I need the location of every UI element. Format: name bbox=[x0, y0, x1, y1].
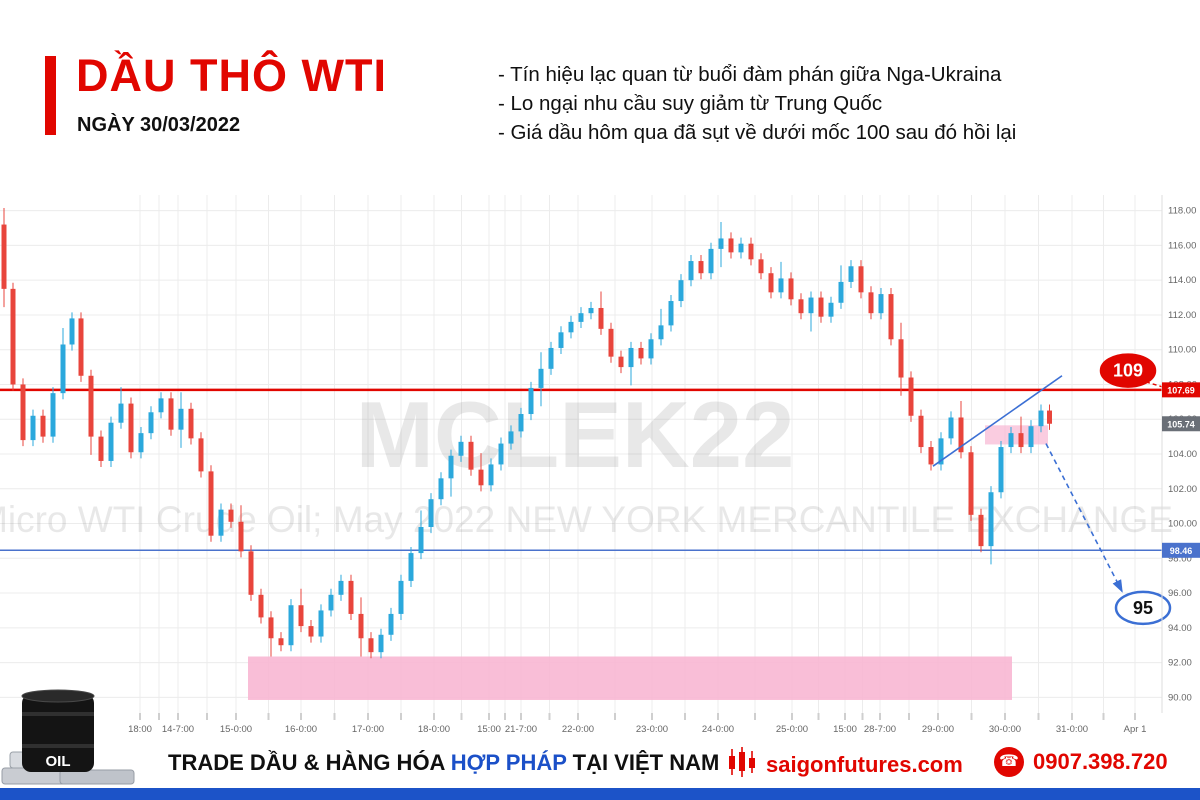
bottom-accent-strip bbox=[0, 788, 1200, 800]
demand-zone bbox=[248, 656, 1012, 700]
svg-text:Apr 1: Apr 1 bbox=[1124, 724, 1147, 735]
svg-text:104.00: 104.00 bbox=[1168, 449, 1197, 460]
phone-icon: ☎ bbox=[994, 747, 1024, 777]
svg-text:112.00: 112.00 bbox=[1168, 310, 1196, 321]
brand: saigonfutures.com bbox=[726, 747, 963, 782]
svg-text:15:00: 15:00 bbox=[477, 724, 501, 735]
website-link: saigonfutures.com bbox=[766, 751, 963, 777]
tagline-highlight: HỢP PHÁP bbox=[450, 750, 567, 775]
header: DẦU THÔ WTI NGÀY 30/03/2022 - Tín hiệu l… bbox=[0, 0, 1200, 195]
callout-109: 109 bbox=[1099, 353, 1157, 388]
watermark: MCLEK22 Micro WTI Crude Oil; May 2022 NEW… bbox=[0, 382, 1173, 540]
report-date: NGÀY 30/03/2022 bbox=[77, 114, 241, 136]
svg-text:90.00: 90.00 bbox=[1168, 692, 1192, 703]
svg-text:116.00: 116.00 bbox=[1168, 240, 1196, 251]
bullet-1: - Tín hiệu lạc quan từ buổi đàm phán giữ… bbox=[498, 63, 1002, 86]
annotations: 109 95 bbox=[932, 353, 1173, 626]
bullet-3: - Giá dầu hôm qua đã sụt về dưới mốc 100… bbox=[498, 121, 1017, 144]
candlestick-logo-icon bbox=[726, 747, 758, 782]
tagline-pre: TRADE DẦU & HÀNG HÓA bbox=[168, 750, 451, 775]
title-accent-bar bbox=[45, 56, 56, 135]
svg-text:30-0:00: 30-0:00 bbox=[989, 724, 1021, 735]
svg-text:15-0:00: 15-0:00 bbox=[220, 724, 252, 735]
y-axis: 118.00116.00114.00112.00110.00108.00106.… bbox=[1161, 195, 1200, 713]
oil-barrel-graphic: OIL bbox=[0, 686, 140, 788]
footer: TRADE DẦU & HÀNG HÓA HỢP PHÁP TẠI VIỆT N… bbox=[0, 740, 1200, 788]
trendline bbox=[932, 375, 1063, 467]
phone-number: 0907.398.720 bbox=[1033, 749, 1168, 774]
svg-text:14-7:00: 14-7:00 bbox=[162, 724, 194, 735]
svg-text:96.00: 96.00 bbox=[1168, 588, 1192, 599]
page-title: DẦU THÔ WTI bbox=[76, 50, 387, 101]
last-price-tag bbox=[1162, 416, 1200, 432]
x-axis: 18:00 14-7:00 15-0:00 16-0:00 17-0:00 18-0:00… bbox=[128, 724, 1146, 735]
phone-block: ☎ 0907.398.720 bbox=[994, 747, 1168, 777]
support-price-tag bbox=[1162, 542, 1200, 558]
footer-tagline: TRADE DẦU & HÀNG HÓA HỢP PHÁP TẠI VIỆT N… bbox=[168, 750, 719, 776]
tagline-post: TẠI VIỆT NAM bbox=[566, 750, 720, 775]
candles bbox=[1, 208, 1052, 659]
svg-text:94.00: 94.00 bbox=[1168, 623, 1192, 634]
svg-text:25-0:00: 25-0:00 bbox=[776, 724, 808, 735]
svg-text:29-0:00: 29-0:00 bbox=[922, 724, 954, 735]
svg-text:28-7:00: 28-7:00 bbox=[864, 724, 896, 735]
bullet-2: - Lo ngại nhu cầu suy giảm từ Trung Quốc bbox=[498, 92, 883, 115]
svg-text:98.46: 98.46 bbox=[1170, 546, 1193, 556]
svg-text:114.00: 114.00 bbox=[1168, 275, 1196, 286]
retest-zone bbox=[985, 425, 1048, 445]
barrel-label: OIL bbox=[46, 753, 71, 770]
svg-text:18-0:00: 18-0:00 bbox=[418, 724, 450, 735]
callout-95: 95 bbox=[1114, 590, 1172, 626]
svg-text:17-0:00: 17-0:00 bbox=[352, 724, 384, 735]
svg-text:110.00: 110.00 bbox=[1168, 345, 1196, 356]
price-chart[interactable]: MCLEK22 Micro WTI Crude Oil; May 2022 NEW… bbox=[0, 195, 1200, 740]
svg-text:102.00: 102.00 bbox=[1168, 484, 1197, 495]
svg-text:MCLEK22: MCLEK22 bbox=[356, 382, 795, 487]
chart-svg[interactable]: MCLEK22 Micro WTI Crude Oil; May 2022 NEW… bbox=[0, 195, 1200, 740]
svg-text:107.69: 107.69 bbox=[1167, 385, 1195, 395]
svg-text:105.74: 105.74 bbox=[1167, 419, 1195, 429]
svg-text:100.00: 100.00 bbox=[1168, 519, 1197, 530]
svg-text:98.00: 98.00 bbox=[1168, 553, 1192, 564]
levels bbox=[0, 388, 1162, 552]
svg-text:31-0:00: 31-0:00 bbox=[1056, 724, 1088, 735]
svg-text:92.00: 92.00 bbox=[1168, 658, 1192, 669]
svg-text:23-0:00: 23-0:00 bbox=[636, 724, 668, 735]
projection-arrow bbox=[1045, 443, 1123, 593]
svg-text:22-0:00: 22-0:00 bbox=[562, 724, 594, 735]
svg-text:15:00: 15:00 bbox=[833, 724, 857, 735]
svg-text:18:00: 18:00 bbox=[128, 724, 152, 735]
svg-text:109: 109 bbox=[1113, 361, 1143, 381]
svg-text:16-0:00: 16-0:00 bbox=[285, 724, 317, 735]
svg-text:95: 95 bbox=[1133, 598, 1153, 618]
svg-text:Micro WTI Crude Oil; May 2022: Micro WTI Crude Oil; May 2022 NEW YORK M… bbox=[0, 499, 1173, 540]
resistance-price-tag bbox=[1162, 382, 1200, 398]
svg-text:21-7:00: 21-7:00 bbox=[505, 724, 537, 735]
svg-text:24-0:00: 24-0:00 bbox=[702, 724, 734, 735]
zones bbox=[248, 425, 1048, 700]
summary-bullets: - Tín hiệu lạc quan từ buổi đàm phán giữ… bbox=[498, 60, 1016, 147]
svg-text:118.00: 118.00 bbox=[1168, 206, 1196, 217]
